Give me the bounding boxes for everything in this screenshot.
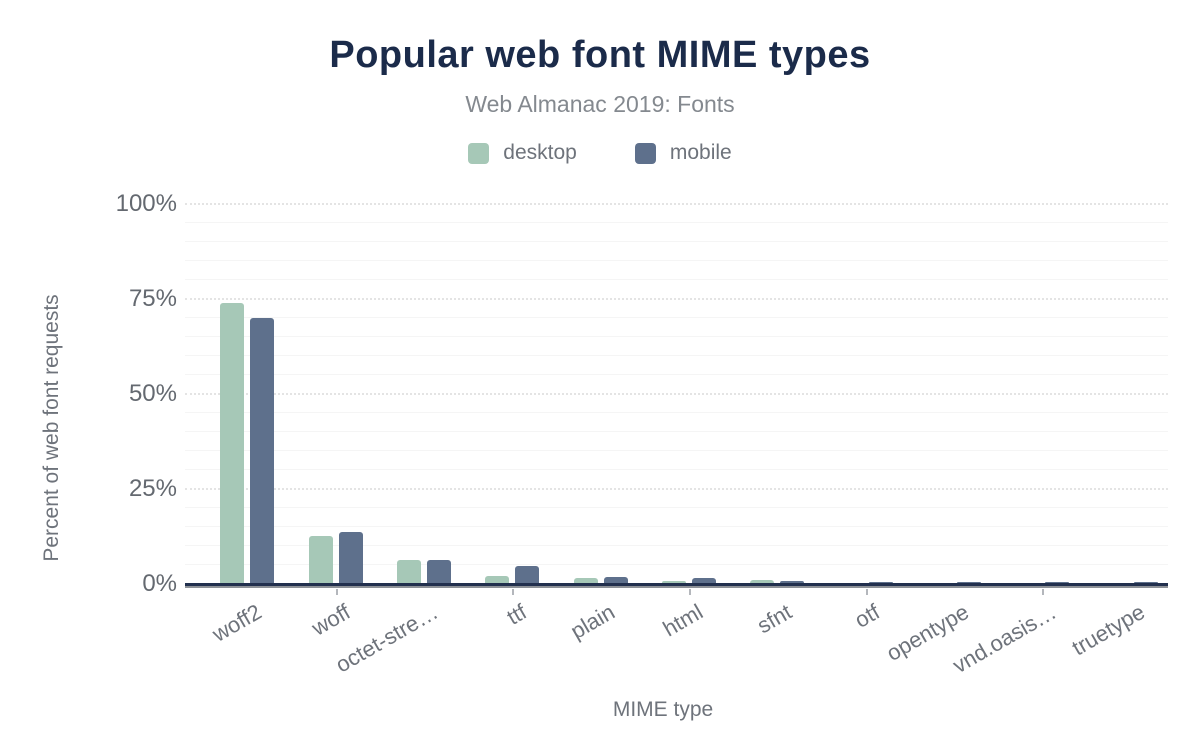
y-tick-label: 0% — [142, 569, 177, 597]
x-category-label-sfnt: sfnt — [752, 599, 796, 639]
bar-mobile-ttf[interactable] — [515, 566, 540, 584]
bar-desktop-woff2[interactable] — [220, 302, 245, 584]
gridline — [185, 240, 1168, 242]
legend-label-desktop: desktop — [503, 141, 577, 164]
gridline — [185, 449, 1168, 451]
bar-mobile-html[interactable] — [691, 578, 716, 584]
legend-item-mobile: mobile — [634, 141, 732, 165]
gridline — [185, 468, 1168, 470]
gridline — [185, 335, 1168, 337]
legend-label-mobile: mobile — [669, 141, 732, 164]
gridline — [185, 297, 1168, 300]
bar-mobile-woff2[interactable] — [250, 317, 275, 584]
bar-desktop-ttf[interactable] — [485, 576, 510, 584]
bar-desktop-sfnt[interactable] — [750, 580, 775, 584]
x-axis-tick — [1042, 589, 1045, 595]
y-tick-label: 50% — [128, 379, 177, 407]
gridline — [185, 373, 1168, 375]
bar-mobile-octet-stre…[interactable] — [426, 559, 451, 584]
y-tick-label: 25% — [128, 474, 177, 502]
y-axis-title: Percent of web font requests — [40, 294, 63, 562]
x-axis-title: MIME type — [612, 698, 714, 721]
bar-desktop-html[interactable] — [661, 580, 686, 584]
bar-mobile-plain[interactable] — [603, 576, 628, 584]
gridline — [185, 221, 1168, 223]
y-tick-label: 75% — [128, 284, 177, 312]
gridline — [185, 525, 1168, 527]
bar-desktop-woff[interactable] — [308, 535, 333, 584]
legend-swatch-mobile — [634, 142, 656, 164]
y-tick-label: 100% — [115, 190, 177, 217]
gridline — [185, 203, 1168, 205]
x-category-label-otf: otf — [850, 599, 885, 633]
bar-desktop-octet-stre…[interactable] — [396, 560, 421, 584]
gridline — [185, 278, 1168, 280]
x-axis-tick — [688, 589, 691, 595]
x-axis-tick — [865, 589, 868, 595]
gridline — [185, 411, 1168, 413]
gridline — [185, 544, 1168, 546]
x-axis-tick — [335, 589, 338, 595]
bar-mobile-woff[interactable] — [338, 531, 363, 584]
gridline — [185, 487, 1168, 490]
gridline — [185, 430, 1168, 432]
x-axis-tick — [512, 589, 515, 595]
bar-mobile-sfnt[interactable] — [780, 580, 805, 584]
gridline — [185, 259, 1168, 261]
x-category-label-truetype: truetype — [1067, 599, 1150, 661]
chart-title: Popular web font MIME types — [329, 34, 871, 76]
gridline — [185, 316, 1168, 318]
x-axis-baseline-shadow — [185, 585, 1168, 588]
gridline — [185, 354, 1168, 356]
chart-subtitle: Web Almanac 2019: Fonts — [465, 91, 735, 117]
legend: desktop mobile — [0, 141, 1200, 165]
gridline — [185, 506, 1168, 508]
gridline — [185, 563, 1168, 565]
gridline — [185, 392, 1168, 395]
x-category-label-woff: woff — [306, 599, 355, 641]
bar-desktop-plain[interactable] — [573, 577, 598, 584]
x-axis-line — [185, 582, 1168, 586]
x-category-label-plain: plain — [566, 599, 620, 644]
legend-item-desktop: desktop — [468, 141, 577, 165]
x-category-label-html: html — [658, 599, 708, 642]
x-category-label-ttf: ttf — [502, 599, 531, 630]
x-category-label-woff2: woff2 — [207, 599, 266, 647]
legend-swatch-desktop — [468, 142, 490, 164]
